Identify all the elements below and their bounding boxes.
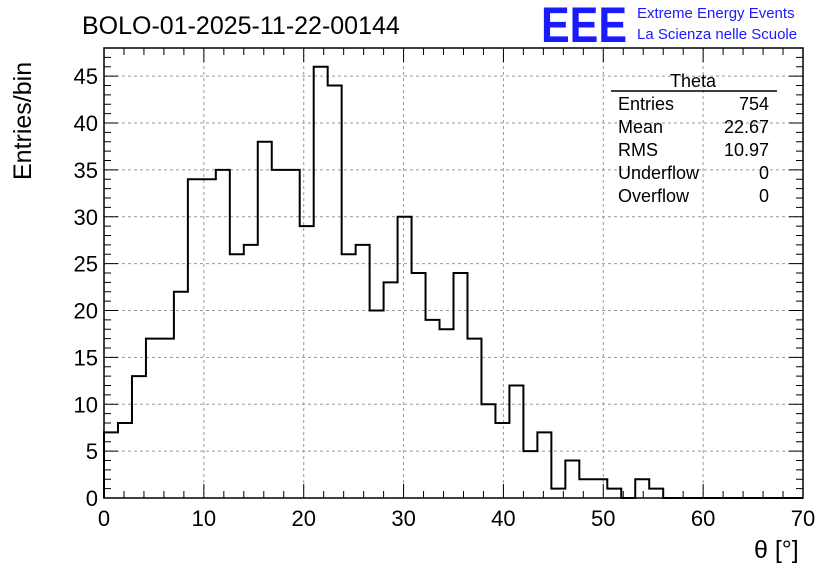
y-tick-label: 10 <box>74 392 98 417</box>
stats-box-title: Theta <box>670 71 717 91</box>
stats-rows: Entries 754 Mean 22.67 RMS 10.97 Underflow 0 Ove… <box>618 94 769 206</box>
stats-row-label: Mean <box>618 117 663 137</box>
x-tick-label: 60 <box>691 506 715 531</box>
stats-row-label: RMS <box>618 140 658 160</box>
stats-row-value: 0 <box>759 163 769 183</box>
grid <box>104 48 803 498</box>
stats-row-value: 22.67 <box>724 117 769 137</box>
x-tick-label: 10 <box>192 506 216 531</box>
y-tick-label: 15 <box>74 345 98 370</box>
x-tick-label: 20 <box>291 506 315 531</box>
x-tick-label: 30 <box>391 506 415 531</box>
stats-row-value: 10.97 <box>724 140 769 160</box>
y-tick-label: 20 <box>74 299 98 324</box>
stats-box: Theta Entries 754 Mean 22.67 RMS 10.97 Underfl… <box>611 71 777 206</box>
eee-logo-mark: EEE <box>541 0 627 53</box>
logo-line-2: La Scienza nelle Scuole <box>637 26 797 43</box>
y-axis-label: Entries/bin <box>9 62 37 180</box>
x-axis-label: θ [°] <box>754 536 799 564</box>
y-tick-label: 30 <box>74 205 98 230</box>
x-tick-label: 70 <box>791 506 815 531</box>
x-tick-label: 0 <box>98 506 110 531</box>
y-tick-label: 25 <box>74 252 98 277</box>
stats-row-label: Entries <box>618 94 674 114</box>
histogram-line <box>103 65 803 499</box>
stats-row-label: Underflow <box>618 163 700 183</box>
x-tick-label: 40 <box>491 506 515 531</box>
stats-row-value: 754 <box>739 94 769 114</box>
chart-title: BOLO-01-2025-11-22-00144 <box>82 12 400 40</box>
y-tick-label: 0 <box>86 486 98 511</box>
axis-ticks <box>103 47 804 499</box>
y-tick-label: 45 <box>74 64 98 89</box>
stats-row-label: Overflow <box>618 186 690 206</box>
y-tick-label: 35 <box>74 158 98 183</box>
eee-logo: EEE Extreme Energy Events La Scienza nel… <box>541 0 797 53</box>
y-tick-label: 40 <box>74 111 98 136</box>
stats-row-value: 0 <box>759 186 769 206</box>
y-tick-label: 5 <box>86 439 98 464</box>
tick-labels: 0 10 20 30 40 50 60 70 0 5 10 15 20 25 30 35 40 45 <box>74 64 816 531</box>
logo-line-1: Extreme Energy Events <box>637 5 795 22</box>
x-tick-label: 50 <box>591 506 615 531</box>
